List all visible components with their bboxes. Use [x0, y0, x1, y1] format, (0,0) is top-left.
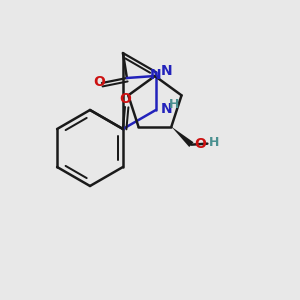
Text: O: O — [93, 75, 105, 89]
Text: O: O — [194, 137, 206, 151]
Text: N: N — [150, 68, 162, 82]
Text: N: N — [161, 64, 172, 78]
Text: N: N — [161, 102, 172, 116]
Text: O: O — [119, 92, 131, 106]
Text: H: H — [169, 98, 179, 112]
Polygon shape — [171, 127, 194, 147]
Text: H: H — [209, 136, 220, 149]
